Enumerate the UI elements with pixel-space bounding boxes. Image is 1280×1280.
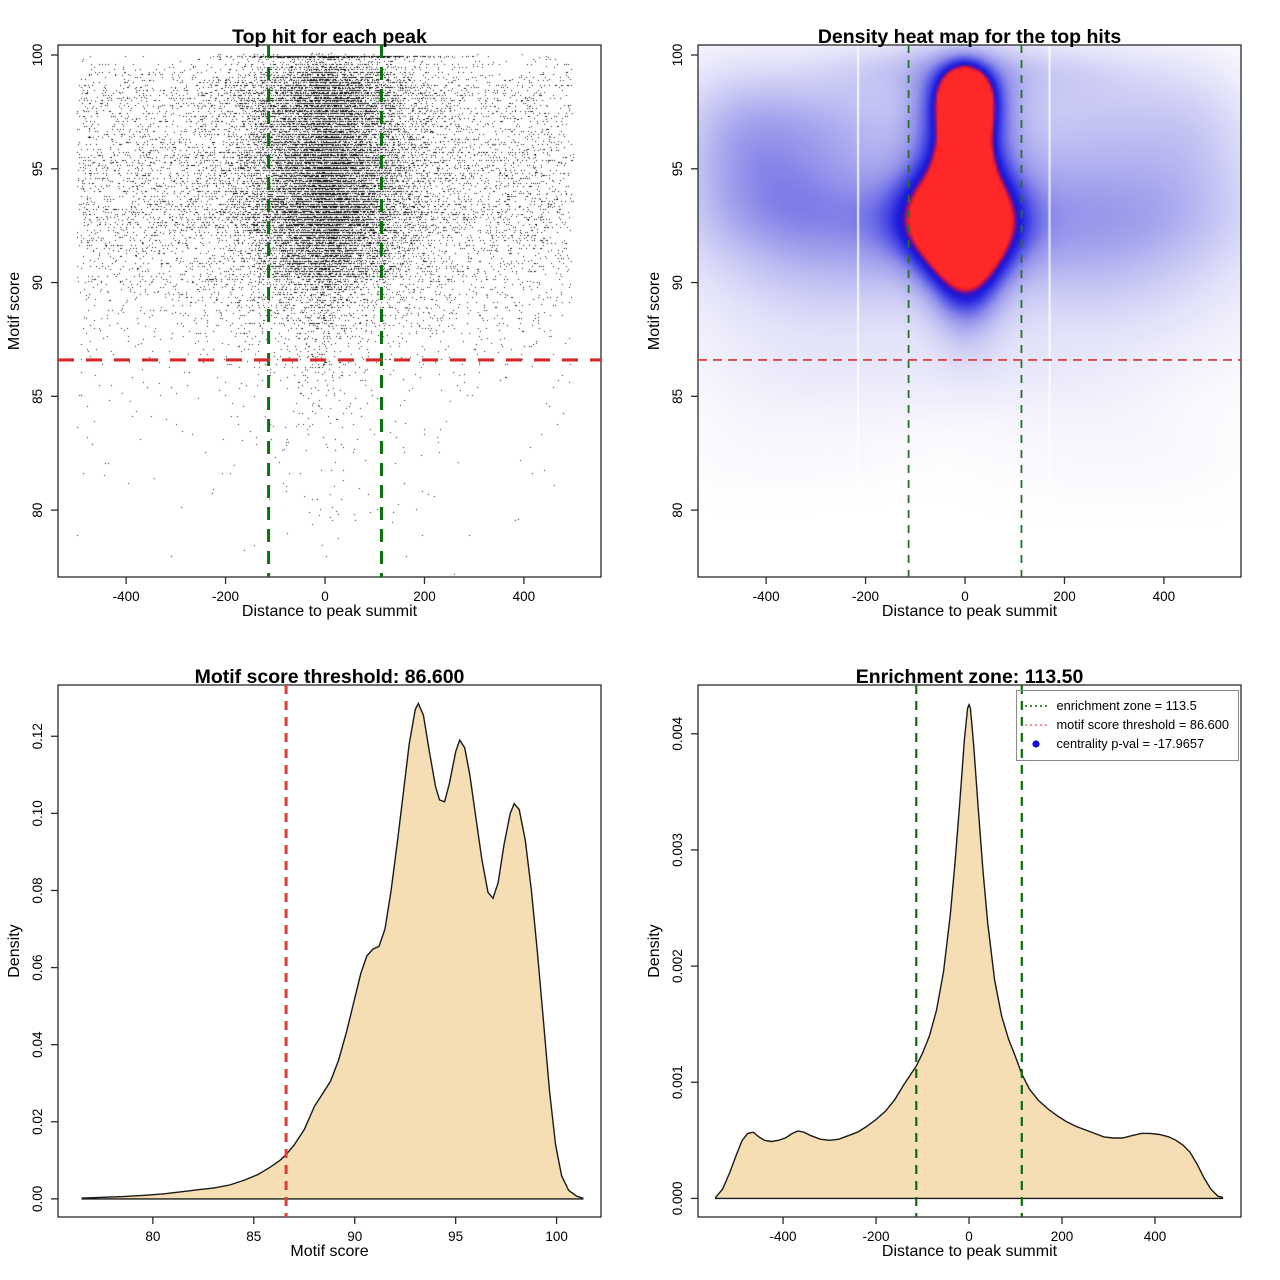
panel-density-heatmap: -400 -200 0 200 400 80 85 90 95 100 Density heat … [640,0,1280,640]
motif-density-plot: 80 85 90 95 100 0.00 0.02 0.04 0.06 0.08 0.10 0.12 [30,684,602,1244]
svg-text:200: 200 [1053,589,1076,604]
svg-text:80: 80 [145,1229,160,1244]
svg-text:0.10: 0.10 [30,800,45,826]
heatmap-canvas [698,45,1241,577]
svg-text:95: 95 [448,1229,463,1244]
svg-text:0.02: 0.02 [30,1109,45,1135]
svg-text:0: 0 [321,589,329,604]
panel-top-hit-scatter: -400 -200 0 200 400 80 85 90 95 100 Top hit for e… [0,0,640,640]
svg-text:-400: -400 [753,589,780,604]
svg-text:-200: -200 [863,1229,890,1244]
panel-enrichment-zone-density: -400 -200 0 200 400 0.000 0.001 0.002 0.003 0.004… [640,640,1280,1280]
x-axis-label: Motif score [290,1243,369,1260]
svg-text:200: 200 [413,589,436,604]
y-axis-label: Motif score [646,271,663,351]
svg-text:-200: -200 [852,589,879,604]
enrichment-density-plot: -400 -200 0 200 400 0.000 0.001 0.002 0.003 0.004 [670,684,1242,1244]
svg-text:0.06: 0.06 [30,954,45,980]
red-dotted-line-swatch [1025,723,1048,726]
svg-text:95: 95 [30,161,45,176]
svg-text:100: 100 [30,44,45,67]
svg-text:0: 0 [965,1229,973,1244]
svg-text:0.08: 0.08 [30,877,45,903]
svg-text:90: 90 [347,1229,362,1244]
panel-title: Top hit for each peak [232,26,427,49]
green-dotted-line-swatch [1025,704,1048,707]
scatter-plot-axes: -400 -200 0 200 400 80 85 90 95 100 [30,44,602,604]
legend: enrichment zone = 113.5 motif score thre… [1016,690,1239,761]
svg-text:90: 90 [30,275,45,290]
svg-text:0.002: 0.002 [670,949,685,983]
panel-title: Motif score threshold: 86.600 [194,666,465,689]
svg-text:0.001: 0.001 [670,1065,685,1099]
scatter-plot-canvas [58,45,601,577]
svg-text:0.00: 0.00 [30,1186,45,1212]
x-axis-label: Distance to peak summit [241,603,418,620]
svg-text:85: 85 [30,389,45,404]
svg-text:0.003: 0.003 [670,833,685,867]
x-axis-label: Distance to peak summit [881,603,1058,620]
svg-text:85: 85 [670,389,685,404]
legend-label: motif score threshold = 86.600 [1056,717,1229,732]
svg-text:100: 100 [545,1229,568,1244]
svg-text:90: 90 [670,275,685,290]
svg-text:0.04: 0.04 [30,1031,45,1058]
x-axis-label: Distance to peak summit [881,1243,1058,1260]
svg-text:80: 80 [670,503,685,518]
svg-text:-400: -400 [113,589,140,604]
svg-text:0.12: 0.12 [30,723,45,749]
svg-text:0.004: 0.004 [670,716,685,750]
svg-text:0: 0 [961,589,969,604]
panel-motif-score-density: 80 85 90 95 100 0.00 0.02 0.04 0.06 0.08 0.10 0.12 … [0,640,640,1280]
y-axis-label: Density [646,924,663,978]
svg-text:200: 200 [1051,1229,1074,1244]
svg-text:400: 400 [1144,1229,1167,1244]
svg-text:100: 100 [670,44,685,67]
panel-title: Density heat map for the top hits [817,26,1122,49]
legend-item-enrichment-zone: enrichment zone = 113.5 [1024,696,1229,715]
legend-item-centrality-pval: centrality p-val = -17.9657 [1024,734,1229,753]
blue-point-swatch [1032,739,1041,748]
y-axis-label: Motif score [6,271,23,351]
svg-text:80: 80 [30,503,45,518]
svg-text:85: 85 [246,1229,261,1244]
svg-text:0.000: 0.000 [670,1182,685,1216]
svg-text:95: 95 [670,161,685,176]
legend-label: centrality p-val = -17.9657 [1056,736,1205,751]
legend-label: enrichment zone = 113.5 [1056,698,1197,713]
svg-text:-400: -400 [770,1229,797,1244]
svg-text:400: 400 [1153,589,1176,604]
y-axis-label: Density [6,924,23,978]
legend-item-motif-threshold: motif score threshold = 86.600 [1024,715,1229,734]
svg-text:400: 400 [513,589,536,604]
panel-title: Enrichment zone: 113.50 [855,666,1084,689]
heatmap-axes: -400 -200 0 200 400 80 85 90 95 100 [670,44,1242,604]
svg-text:-200: -200 [212,589,239,604]
